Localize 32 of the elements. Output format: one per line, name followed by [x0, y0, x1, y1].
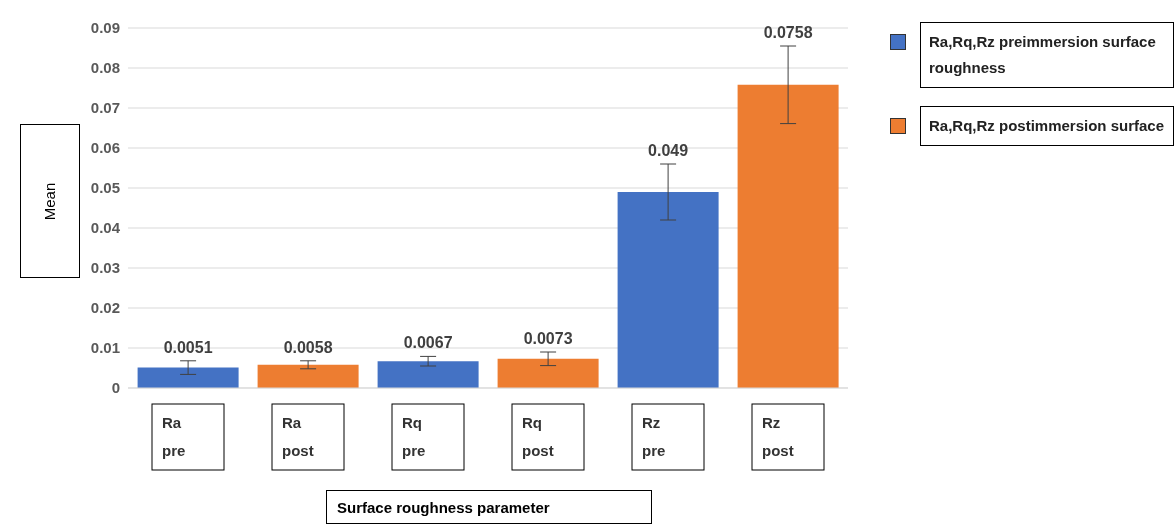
x-tick-label: Rz pre [642, 414, 666, 459]
bar [737, 84, 839, 388]
bar [257, 364, 359, 388]
y-tick-label: 0.05 [90, 179, 120, 197]
x-axis-title: Surface roughness parameter [326, 490, 652, 524]
y-tick-label: 0 [111, 379, 120, 397]
bar [377, 361, 479, 388]
x-tick-label: Rq post [522, 414, 554, 459]
y-tick-label: 0.07 [90, 99, 120, 117]
y-tick-label: 0.09 [90, 19, 120, 37]
y-tick-label: 0.01 [90, 339, 120, 357]
data-label: 0.0058 [283, 338, 333, 356]
data-label: 0.0051 [163, 338, 213, 356]
legend-label: Ra,Rq,Rz postimmersion surface [920, 106, 1174, 146]
bar [617, 192, 719, 388]
x-tick-label: Rz post [762, 414, 794, 459]
data-label: 0.0758 [763, 24, 813, 41]
y-tick-label: 0.08 [90, 59, 120, 77]
bar [137, 367, 239, 388]
y-tick-label: 0.03 [90, 259, 120, 277]
bar [497, 358, 599, 388]
x-tick-label: Rq pre [402, 414, 426, 459]
legend-label: Ra,Rq,Rz preimmersion surface roughness [920, 22, 1174, 88]
data-label: 0.049 [648, 142, 689, 159]
x-tick-label: Ra pre [162, 414, 186, 459]
data-label: 0.0073 [523, 330, 573, 347]
x-tick-label: Ra post [282, 414, 314, 459]
y-tick-label: 0.02 [90, 299, 120, 317]
y-tick-label: 0.04 [90, 219, 121, 237]
y-axis-title: Mean [41, 182, 59, 220]
data-label: 0.0067 [403, 334, 453, 352]
y-tick-label: 0.06 [90, 139, 120, 157]
